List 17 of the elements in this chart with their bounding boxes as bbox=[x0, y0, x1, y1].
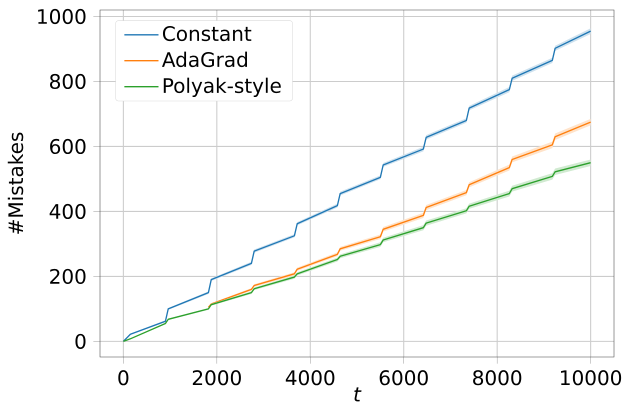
x-axis-title: t bbox=[354, 387, 362, 402]
legend-label: Constant bbox=[162, 26, 252, 42]
x-tick-label: 0 bbox=[118, 370, 128, 386]
y-tick-label: 400 bbox=[50, 204, 86, 220]
x-tick-label: 2000 bbox=[192, 370, 241, 386]
x-tick-label: 10000 bbox=[561, 370, 622, 386]
y-tick-label: 800 bbox=[50, 74, 86, 90]
y-tick-label: 200 bbox=[50, 268, 86, 284]
y-axis-title: #Mistakes bbox=[8, 132, 24, 234]
x-tick-label: 6000 bbox=[380, 370, 428, 386]
x-tick-label: 4000 bbox=[286, 370, 334, 386]
y-tick-label: 0 bbox=[75, 334, 86, 349]
y-tick-label: 1000 bbox=[38, 8, 86, 24]
y-tick-label: 600 bbox=[50, 138, 86, 154]
x-tick-label: 8000 bbox=[473, 370, 522, 386]
legend-label: Polyak-style bbox=[164, 78, 281, 98]
legend-label: AdaGrad bbox=[162, 52, 247, 68]
